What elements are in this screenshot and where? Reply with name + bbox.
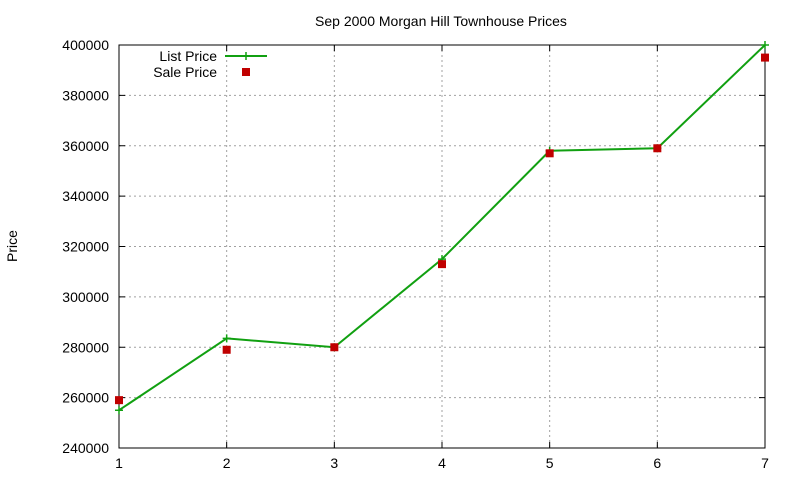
series-layer xyxy=(115,41,769,415)
sale-price-point xyxy=(330,343,339,352)
chart-title: Sep 2000 Morgan Hill Townhouse Prices xyxy=(315,13,567,29)
legend-label: List Price xyxy=(159,48,217,64)
x-tick-label: 2 xyxy=(223,455,231,471)
y-tick-label: 360000 xyxy=(62,138,109,154)
y-tick-label: 320000 xyxy=(62,239,109,255)
sale-price-point xyxy=(545,149,554,158)
y-tick-label: 340000 xyxy=(62,188,109,204)
legend-square-marker xyxy=(242,68,250,76)
y-tick-label: 380000 xyxy=(62,87,109,103)
legend-label: Sale Price xyxy=(153,64,217,80)
y-tick-label: 300000 xyxy=(62,289,109,305)
sale-price-point xyxy=(761,53,769,62)
sale-price-point xyxy=(653,144,662,153)
x-tick-label: 6 xyxy=(653,455,661,471)
grid-lines xyxy=(119,45,765,448)
y-tick-label: 280000 xyxy=(62,339,109,355)
y-tick-label: 240000 xyxy=(62,440,109,456)
y-axis-label: Price xyxy=(4,230,20,262)
y-tick-label: 260000 xyxy=(62,390,109,406)
list-price-point xyxy=(761,41,769,49)
sale-price-point xyxy=(115,396,123,405)
x-tick-label: 4 xyxy=(438,455,446,471)
sale-price-point xyxy=(222,345,231,354)
series-sale-price xyxy=(115,53,769,405)
axis-ticks: 1 2 3 4 5 6 7 240000 260000 280000 300000 320000 340… xyxy=(62,37,769,471)
y-tick-label: 400000 xyxy=(62,37,109,53)
sale-price-point xyxy=(438,260,446,269)
x-tick-label: 7 xyxy=(761,455,769,471)
list-price-point xyxy=(222,334,231,343)
list-price-point xyxy=(115,406,123,415)
x-tick-label: 3 xyxy=(330,455,338,471)
x-tick-label: 5 xyxy=(546,455,554,471)
x-tick-label: 1 xyxy=(115,455,123,471)
legend-plus-marker xyxy=(242,52,250,60)
